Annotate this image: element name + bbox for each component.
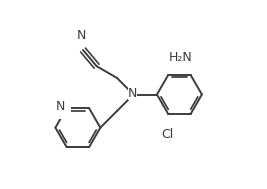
Text: Cl: Cl — [161, 128, 173, 141]
Text: N: N — [128, 87, 137, 100]
Text: H₂N: H₂N — [169, 51, 193, 64]
Text: N: N — [55, 100, 65, 113]
Text: N: N — [76, 29, 86, 42]
